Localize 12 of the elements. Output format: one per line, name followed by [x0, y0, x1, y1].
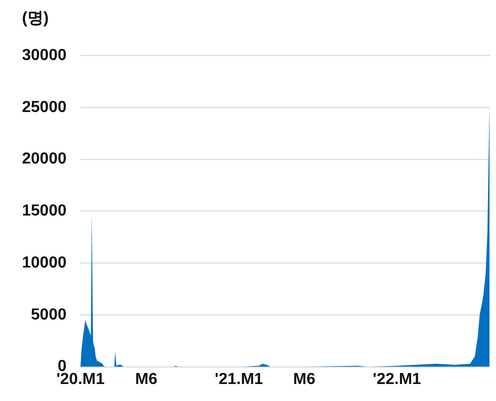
- y-tick-label: 25000: [22, 98, 67, 116]
- x-tick-label: '22.M1: [372, 370, 422, 388]
- x-tick-label: M6: [135, 370, 158, 388]
- y-tick-label: 5000: [30, 306, 67, 324]
- x-tick-label: '21.M1: [214, 370, 264, 388]
- y-tick-label: 30000: [22, 47, 67, 64]
- y-axis-title: (명): [21, 9, 50, 29]
- x-tick-label: '20.M1: [56, 370, 105, 388]
- y-tick-label: 20000: [22, 150, 67, 168]
- y-tick-label: 15000: [22, 202, 67, 220]
- x-tick-label: M6: [293, 370, 316, 388]
- y-tick-label: 10000: [22, 254, 67, 272]
